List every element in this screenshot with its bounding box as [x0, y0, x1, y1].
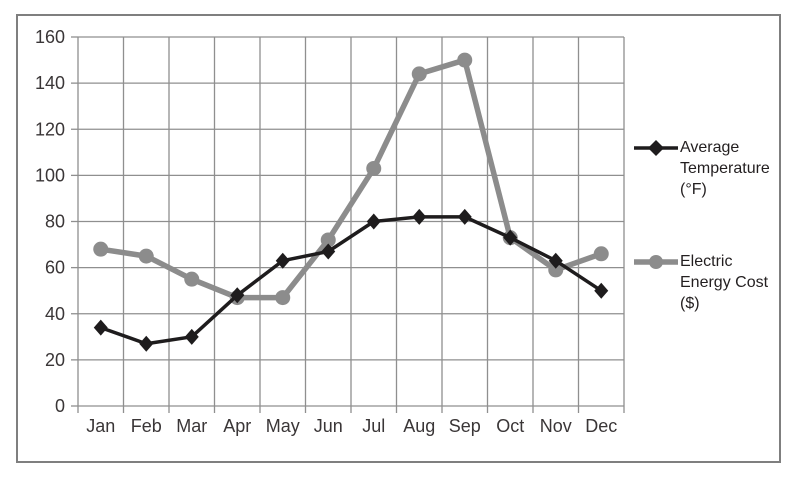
average-temperature-point-Jul	[366, 213, 381, 230]
legend-label-line: Electric	[680, 253, 733, 270]
average-temperature-point-May	[275, 252, 290, 269]
legend: Average Temperature (°F) Electric Energy…	[634, 0, 784, 477]
electric-energy-cost-point-Dec	[593, 246, 609, 262]
x-tick-label: Apr	[223, 416, 251, 436]
diamond-marker-icon	[648, 140, 664, 156]
x-tick-label: May	[266, 416, 300, 436]
x-tick-label: Dec	[585, 416, 617, 436]
average-temperature-point-Mar	[184, 328, 199, 345]
average-temperature-point-Feb	[139, 335, 154, 352]
electric-energy-cost-point-Jan	[93, 241, 109, 257]
average-temperature-point-Dec	[594, 282, 609, 299]
electric-energy-cost-point-Nov	[548, 262, 564, 278]
average-temperature-point-Jun	[321, 243, 336, 260]
y-tick-label: 20	[45, 350, 65, 370]
energy-cost-legend-label: Electric Energy Cost ($)	[680, 251, 768, 314]
average-temperature-point-Apr	[230, 287, 245, 304]
electric-energy-cost-point-Feb	[138, 248, 154, 264]
x-tick-label: Oct	[496, 416, 524, 436]
average-temperature-point-Aug	[412, 208, 427, 225]
x-tick-label: Sep	[449, 416, 481, 436]
legend-label-line: ($)	[680, 295, 700, 312]
x-tick-label: Mar	[176, 416, 207, 436]
x-tick-label: Feb	[131, 416, 162, 436]
y-tick-label: 120	[35, 119, 65, 139]
electric-energy-cost-point-Jun	[320, 232, 336, 248]
legend-label-line: (°F)	[680, 181, 707, 198]
average-temperature-point-Jan	[93, 319, 108, 336]
x-tick-label: Jan	[86, 416, 115, 436]
electric-energy-cost-point-Mar	[184, 271, 200, 287]
y-tick-label: 40	[45, 304, 65, 324]
electric-energy-cost-point-Jul	[366, 160, 382, 176]
legend-label-line: Energy Cost	[680, 274, 769, 291]
electric-energy-cost-point-Aug	[411, 66, 427, 82]
x-tick-label: Jun	[314, 416, 343, 436]
legend-label-line: Average	[680, 139, 740, 156]
temperature-legend-label: Average Temperature (°F)	[680, 137, 770, 200]
temperature-legend-swatch	[634, 140, 678, 156]
y-tick-label: 100	[35, 165, 65, 185]
y-tick-label: 0	[55, 396, 65, 416]
x-tick-label: Jul	[362, 416, 385, 436]
x-tick-label: Nov	[540, 416, 572, 436]
legend-item-average-temperature: Average Temperature (°F)	[634, 137, 770, 200]
average-temperature-point-Nov	[548, 252, 563, 269]
y-tick-label: 160	[35, 27, 65, 47]
chart-frame	[16, 14, 781, 463]
average-temperature-point-Sep	[457, 208, 472, 225]
electric-energy-cost-point-May	[275, 290, 291, 306]
average-temperature-point-Oct	[503, 229, 518, 246]
energy-cost-legend-swatch	[634, 255, 678, 269]
legend-label-line: Temperature	[680, 160, 770, 177]
x-tick-label: Aug	[403, 416, 435, 436]
y-tick-label: 80	[45, 212, 65, 232]
average-temperature-line	[99, 215, 603, 346]
circle-marker-icon	[649, 255, 663, 269]
y-tick-label: 140	[35, 73, 65, 93]
electric-energy-cost-point-Sep	[457, 52, 473, 68]
legend-item-electric-energy-cost: Electric Energy Cost ($)	[634, 251, 768, 314]
y-tick-label: 60	[45, 258, 65, 278]
